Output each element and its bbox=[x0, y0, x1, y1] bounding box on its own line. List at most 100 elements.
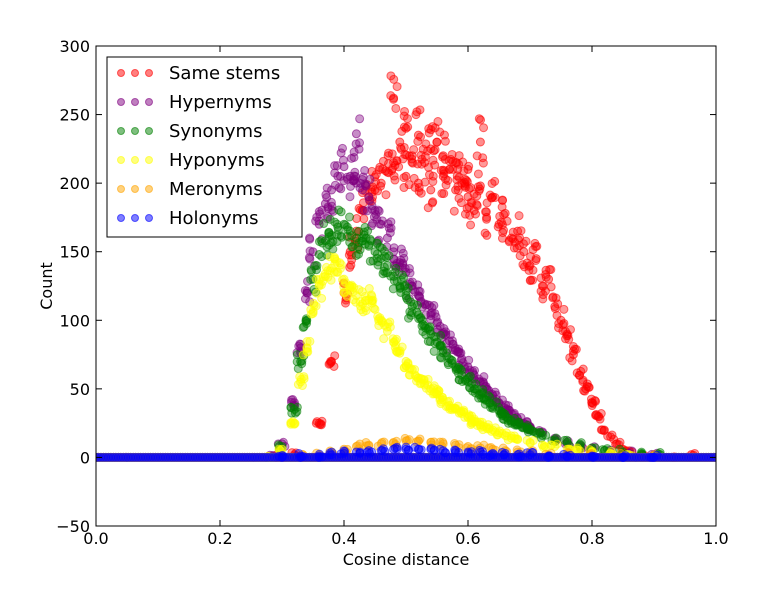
scatter-point bbox=[449, 206, 459, 216]
x-tick-label: 0.4 bbox=[331, 529, 356, 548]
scatter-point bbox=[333, 171, 343, 181]
scatter-point bbox=[410, 182, 420, 192]
scatter-point bbox=[490, 193, 500, 203]
scatter-point bbox=[299, 374, 309, 384]
scatter-point bbox=[536, 286, 546, 296]
y-tick-label: 300 bbox=[59, 37, 90, 56]
scatter-point bbox=[360, 165, 370, 175]
scatter-point bbox=[541, 269, 551, 279]
scatter-point bbox=[403, 122, 413, 132]
legend-entry: Synonyms bbox=[117, 121, 262, 142]
scatter-point bbox=[329, 361, 339, 371]
scatter-point bbox=[314, 452, 324, 462]
scatter-point bbox=[467, 198, 477, 208]
scatter-point bbox=[373, 186, 383, 196]
scatter-point bbox=[399, 183, 409, 193]
scatter-point bbox=[388, 94, 398, 104]
scatter-point bbox=[324, 229, 334, 239]
axis-ticks bbox=[95, 45, 717, 527]
legend-marker bbox=[117, 214, 125, 222]
scatter-point bbox=[358, 172, 368, 182]
scatter-point bbox=[365, 174, 375, 184]
scatter-point bbox=[498, 228, 508, 238]
scatter-point bbox=[399, 122, 409, 132]
scatter-point bbox=[349, 171, 359, 181]
scatter-point bbox=[562, 452, 572, 462]
scatter-point bbox=[362, 447, 372, 457]
scatter-point bbox=[345, 237, 355, 247]
scatter-point bbox=[336, 207, 346, 217]
scatter-point bbox=[302, 347, 312, 357]
scatter-point bbox=[355, 114, 365, 124]
scatter-point bbox=[416, 445, 426, 455]
scatter-point bbox=[536, 433, 546, 443]
scatter-point bbox=[476, 115, 486, 125]
scatter-point bbox=[528, 245, 538, 255]
scatter-point bbox=[485, 398, 495, 408]
scatter-point bbox=[412, 300, 422, 310]
scatter-point bbox=[383, 319, 393, 329]
scatter-point bbox=[390, 336, 400, 346]
scatter-point bbox=[389, 243, 399, 253]
x-tick-label: 0.6 bbox=[455, 529, 480, 548]
scatter-point bbox=[473, 169, 483, 179]
y-tick-label: −50 bbox=[56, 517, 90, 536]
scatter-point bbox=[428, 155, 438, 165]
scatter-point bbox=[439, 130, 449, 140]
scatter-point bbox=[467, 447, 477, 457]
scatter-point bbox=[431, 332, 441, 342]
scatter-point bbox=[376, 181, 386, 191]
scatter-point bbox=[354, 144, 364, 154]
scatter-point bbox=[527, 447, 537, 457]
legend-marker bbox=[145, 214, 153, 222]
legend-label: Synonyms bbox=[169, 121, 262, 142]
scatter-point bbox=[322, 183, 332, 193]
scatter-point bbox=[481, 207, 491, 217]
scatter-point bbox=[367, 447, 377, 457]
scatter-point bbox=[387, 149, 397, 159]
scatter-point bbox=[347, 231, 357, 241]
scatter-point bbox=[290, 408, 300, 418]
y-tick-label: 0 bbox=[80, 448, 90, 467]
series-synonyms bbox=[96, 205, 716, 462]
scatter-point bbox=[403, 283, 413, 293]
scatter-point bbox=[328, 244, 338, 254]
scatter-point bbox=[503, 413, 513, 423]
scatter-point bbox=[423, 336, 433, 346]
scatter-point bbox=[478, 446, 488, 456]
scatter-point bbox=[430, 160, 440, 170]
scatter-point bbox=[404, 264, 414, 274]
scatter-point bbox=[448, 403, 458, 413]
scatter-point bbox=[436, 340, 446, 350]
scatter-point bbox=[437, 188, 447, 198]
scatter-point bbox=[389, 276, 399, 286]
scatter-point bbox=[381, 190, 391, 200]
scatter-point bbox=[479, 123, 489, 133]
scatter-point bbox=[501, 428, 511, 438]
scatter-point bbox=[447, 149, 457, 159]
legend-marker bbox=[131, 185, 139, 193]
scatter-point bbox=[326, 275, 336, 285]
scatter-point bbox=[349, 147, 359, 157]
legend-label: Hypernyms bbox=[169, 92, 272, 113]
legend-entry: Meronyms bbox=[117, 179, 263, 200]
scatter-point bbox=[352, 214, 362, 224]
scatter-point bbox=[460, 174, 470, 184]
legend-label: Holonyms bbox=[169, 208, 259, 229]
y-tick-label: 200 bbox=[59, 174, 90, 193]
scatter-point bbox=[648, 452, 658, 462]
scatter-point bbox=[359, 214, 369, 224]
scatter-point bbox=[345, 192, 355, 202]
scatter-point bbox=[597, 425, 607, 435]
scatter-point bbox=[443, 397, 453, 407]
scatter-point bbox=[464, 355, 474, 365]
scatter-point bbox=[546, 440, 556, 450]
scatter-point bbox=[472, 201, 482, 211]
scatter-point bbox=[515, 251, 525, 261]
scatter-point bbox=[416, 188, 426, 198]
scatter-point bbox=[522, 435, 532, 445]
scatter-point bbox=[407, 154, 417, 164]
scatter-point bbox=[311, 418, 321, 428]
scatter-point bbox=[588, 452, 598, 462]
